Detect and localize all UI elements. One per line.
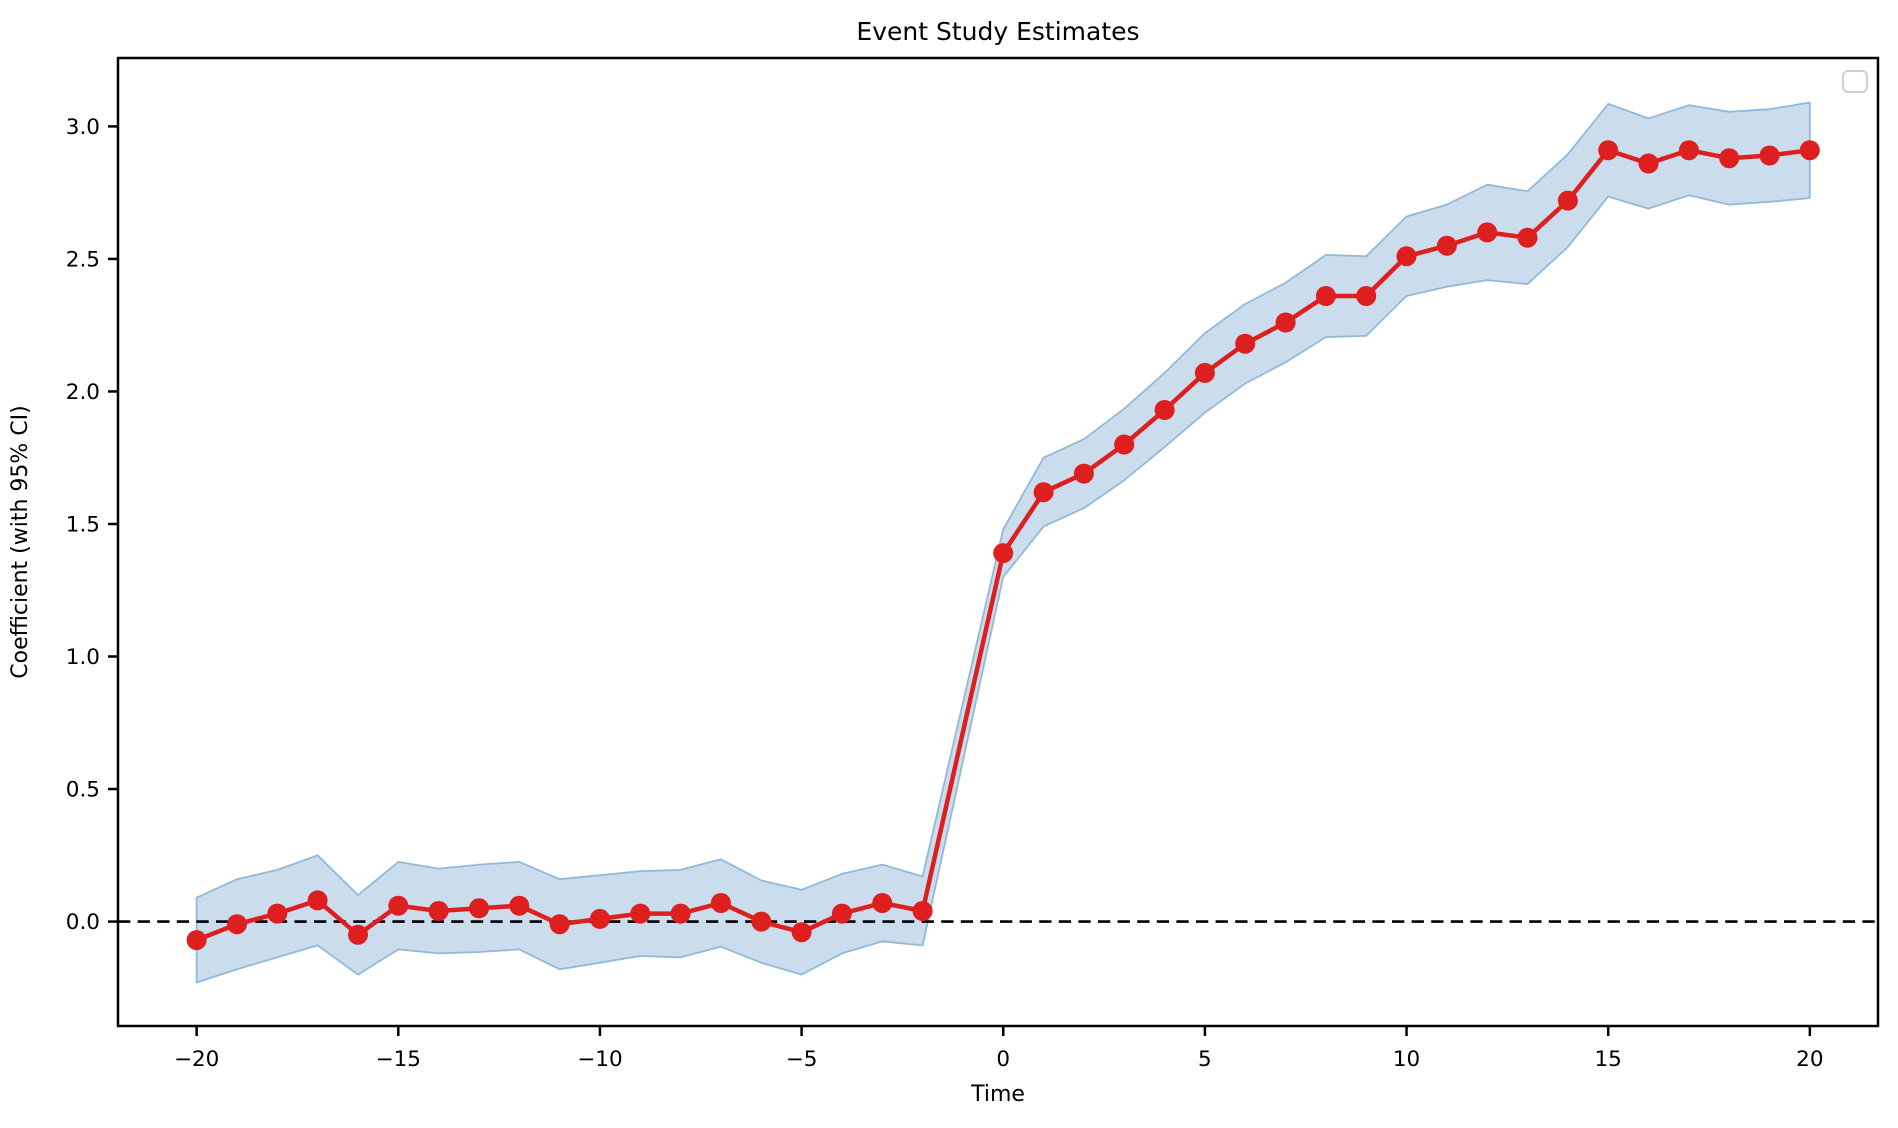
- x-tick-label: 15: [1595, 1047, 1622, 1072]
- data-point-marker: [227, 914, 247, 935]
- data-point-markers: [186, 140, 1820, 951]
- x-tick-label: −10: [577, 1047, 622, 1072]
- data-point-marker: [1396, 246, 1417, 267]
- data-point-marker: [751, 911, 772, 932]
- y-tick-label: 1.0: [66, 645, 100, 670]
- y-axis-tick-labels: 0.0 0.5 1.0 1.5 2.0 2.5 3.0: [66, 115, 100, 935]
- y-tick-label: 0.5: [66, 778, 100, 803]
- data-point-marker: [1598, 140, 1619, 161]
- data-point-marker: [1356, 286, 1377, 306]
- data-point-marker: [1517, 227, 1538, 248]
- data-point-marker: [1194, 362, 1215, 383]
- y-tick-label: 0.0: [66, 910, 100, 935]
- data-point-marker: [670, 903, 691, 924]
- axes-spines: [116, 56, 1880, 1028]
- data-point-marker: [1275, 312, 1296, 333]
- data-point-marker: [630, 903, 651, 924]
- data-point-marker: [710, 893, 731, 913]
- y-tick-label: 3.0: [66, 115, 100, 140]
- data-point-marker: [428, 901, 449, 921]
- data-point-marker: [267, 903, 288, 924]
- y-axis-label: Coefficient (with 95% CI): [8, 405, 33, 679]
- data-point-marker: [1719, 148, 1740, 169]
- x-axis-ticks: [195, 1026, 1812, 1036]
- data-point-marker: [1073, 463, 1094, 484]
- coefficient-line: [194, 147, 1813, 943]
- x-axis-tick-labels: −20 −15 −10 −5 0 5 10 15 20: [174, 1047, 1824, 1072]
- data-point-marker: [1638, 153, 1659, 174]
- data-point-marker: [993, 543, 1014, 564]
- data-point-marker: [549, 914, 570, 935]
- data-point-marker: [872, 893, 893, 913]
- y-tick-label: 1.5: [66, 512, 100, 537]
- data-point-marker: [1154, 400, 1175, 420]
- x-axis-label: Time: [970, 1082, 1025, 1107]
- data-point-marker: [791, 922, 812, 943]
- x-tick-label: 5: [1198, 1047, 1212, 1072]
- data-point-marker: [1114, 434, 1135, 455]
- x-tick-label: −20: [174, 1047, 219, 1072]
- y-tick-label: 2.5: [66, 247, 100, 272]
- y-tick-label: 2.0: [66, 380, 100, 405]
- data-point-marker: [509, 895, 530, 916]
- data-point-marker: [388, 895, 409, 916]
- data-point-marker: [1235, 333, 1256, 354]
- data-point-marker: [1678, 140, 1699, 161]
- data-point-marker: [1557, 190, 1578, 211]
- x-tick-label: 20: [1796, 1047, 1823, 1072]
- legend-box: [1842, 70, 1868, 93]
- data-point-marker: [1436, 235, 1457, 256]
- x-tick-label: −15: [376, 1047, 421, 1072]
- chart-title: Event Study Estimates: [856, 17, 1139, 46]
- data-point-marker: [1033, 482, 1054, 503]
- data-point-marker: [1759, 145, 1780, 166]
- data-point-marker: [186, 930, 207, 951]
- data-point-marker: [831, 903, 852, 924]
- y-axis-ticks: [108, 125, 118, 923]
- data-point-marker: [589, 908, 610, 929]
- data-point-marker: [1477, 222, 1498, 243]
- data-point-marker: [469, 898, 489, 919]
- data-point-marker: [348, 924, 368, 945]
- data-point-marker: [1799, 140, 1820, 161]
- confidence-band: [195, 101, 1811, 984]
- data-point-marker: [912, 901, 933, 921]
- x-tick-label: 0: [996, 1047, 1010, 1072]
- data-point-marker: [307, 890, 328, 911]
- x-tick-label: −5: [786, 1047, 818, 1072]
- data-point-marker: [1315, 286, 1336, 306]
- x-tick-label: 10: [1393, 1047, 1420, 1072]
